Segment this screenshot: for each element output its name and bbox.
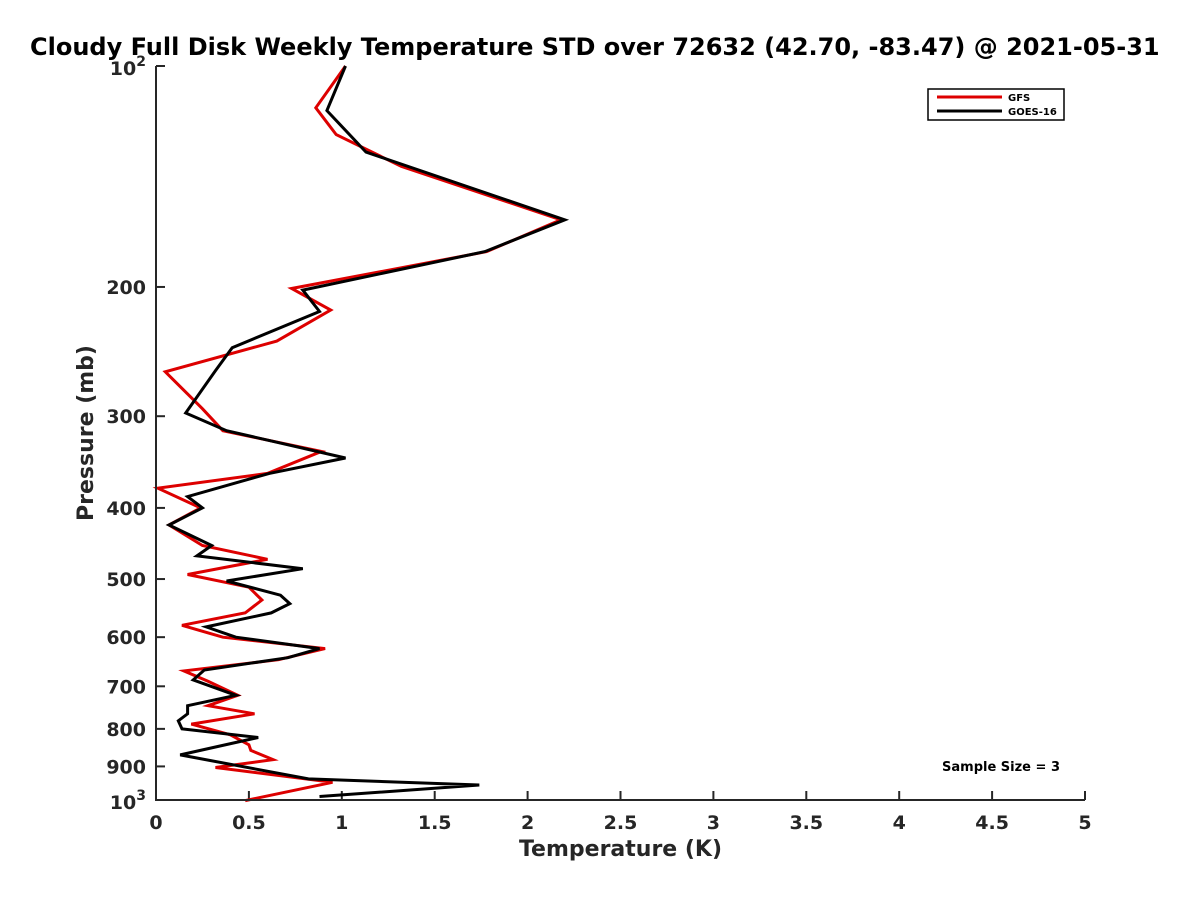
y-tick-label-exponent: 3	[136, 788, 146, 804]
chart-title: Cloudy Full Disk Weekly Temperature STD …	[30, 33, 1160, 61]
y-tick-label: 900	[106, 756, 146, 778]
y-tick-label-exponent: 2	[136, 54, 146, 70]
x-tick-label: 0.5	[232, 812, 266, 834]
y-tick-label: 800	[106, 719, 146, 741]
legend: GFS GOES-16	[927, 88, 1065, 121]
legend-box	[927, 88, 1065, 121]
x-tick-label: 3	[707, 812, 720, 834]
y-tick-label: 300	[106, 406, 146, 428]
y-tick-label: 200	[106, 277, 146, 299]
y-tick-label: 103	[110, 788, 146, 814]
y-tick-label-base: 10	[110, 792, 136, 814]
x-tick-label: 2	[521, 812, 534, 834]
x-tick-label: 1	[335, 812, 348, 834]
series-layer	[152, 65, 570, 803]
sample-size-annotation: Sample Size = 3	[942, 760, 1060, 775]
legend-label: GOES-16	[1008, 107, 1057, 118]
series-line-goes-16	[165, 65, 570, 798]
axes-frame	[155, 66, 1085, 801]
x-tick-label: 4.5	[975, 812, 1009, 834]
x-tick-label: 4	[893, 812, 906, 834]
x-tick-label: 3.5	[789, 812, 823, 834]
x-tick-label: 2.5	[604, 812, 638, 834]
x-tick-label: 0	[149, 812, 162, 834]
x-axis-ticks: 0 0.5 1 1.5 2 2.5 3 3.5 4 4.5 5	[149, 791, 1092, 834]
legend-label: GFS	[1008, 93, 1030, 104]
y-tick-label: 400	[106, 498, 146, 520]
y-tick-label: 102	[110, 54, 146, 80]
y-tick-label: 700	[106, 676, 146, 698]
x-tick-label: 1.5	[418, 812, 452, 834]
x-axis-label: Temperature (K)	[519, 837, 722, 862]
y-axis-label: Pressure (mb)	[74, 345, 99, 521]
y-tick-label: 500	[106, 569, 146, 591]
y-tick-label: 600	[106, 627, 146, 649]
y-tick-label-base: 10	[110, 58, 136, 80]
x-tick-label: 5	[1078, 812, 1091, 834]
